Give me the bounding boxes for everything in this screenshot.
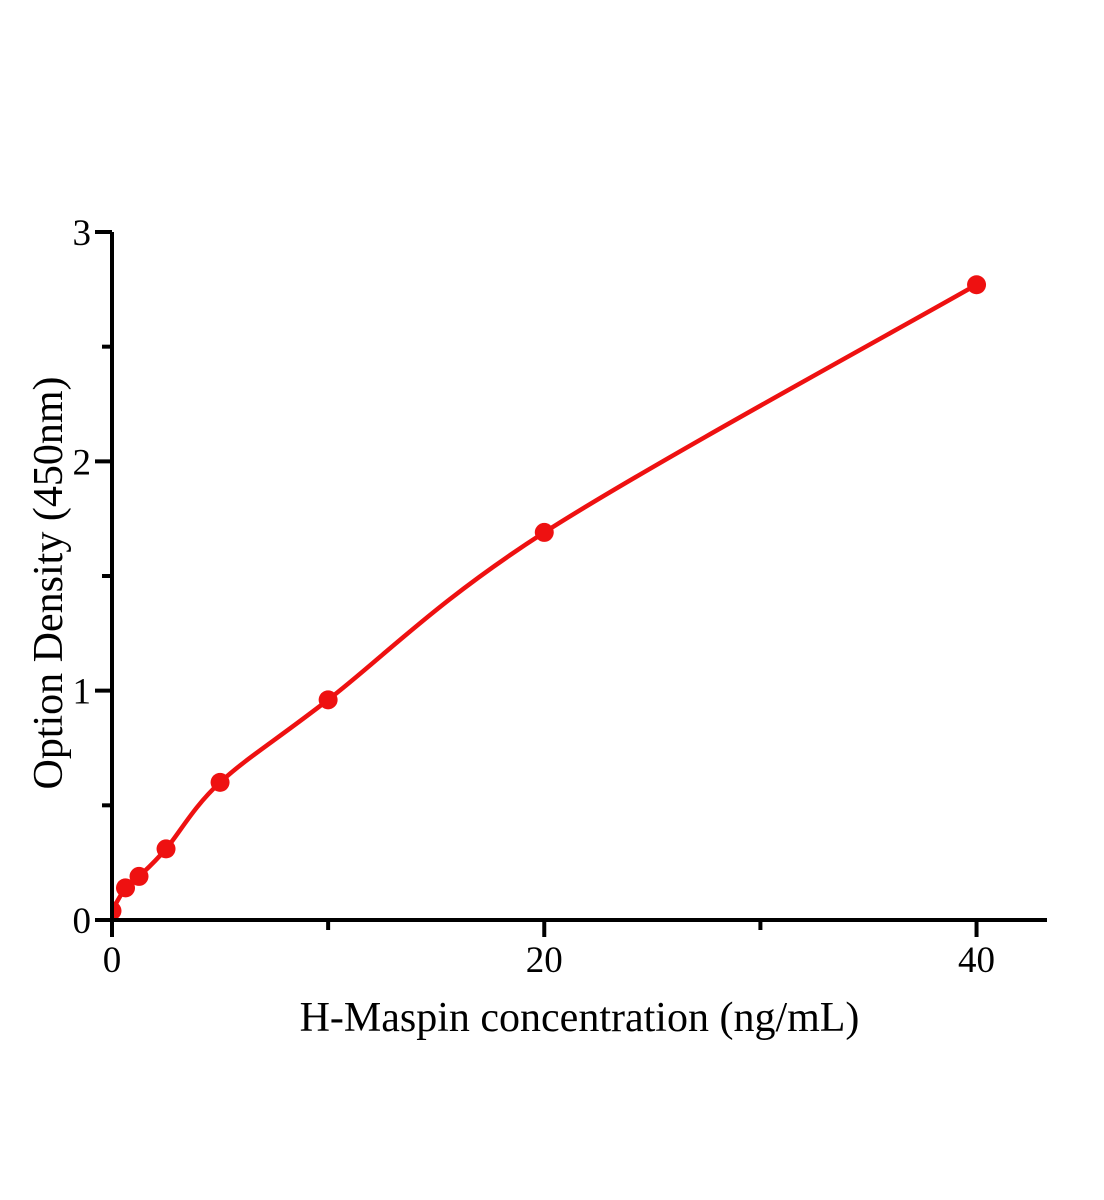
- y-axis-title: Option Density (450nm): [26, 376, 72, 790]
- fit-curve: [112, 282, 978, 912]
- x-tick-label: 0: [103, 940, 122, 981]
- x-tick-label: 20: [526, 940, 563, 981]
- y-tick-label: 1: [73, 672, 92, 713]
- data-point: [112, 901, 122, 921]
- y-tick-label: 2: [73, 442, 92, 483]
- x-tick-label: 40: [958, 940, 995, 981]
- data-series-group: [112, 275, 987, 921]
- data-point: [318, 690, 338, 710]
- data-point: [129, 866, 149, 886]
- y-tick-label: 3: [73, 213, 92, 254]
- y-tick-label: 0: [73, 901, 92, 942]
- data-point: [967, 275, 987, 295]
- data-point: [156, 839, 176, 859]
- data-point: [534, 522, 554, 542]
- data-point: [116, 878, 136, 898]
- x-axis-title: H-Maspin concentration (ng/mL): [299, 995, 860, 1041]
- axis-lines: [110, 232, 1047, 922]
- data-point: [210, 772, 230, 792]
